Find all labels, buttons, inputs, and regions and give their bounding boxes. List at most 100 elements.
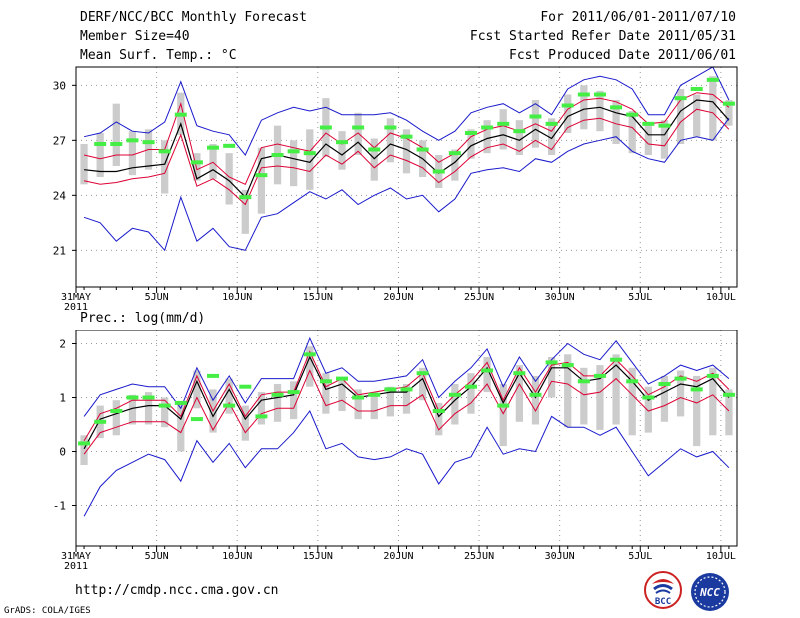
member-range-box bbox=[257, 147, 266, 214]
observation-marker bbox=[690, 387, 703, 392]
x-tick-label: 30JUN bbox=[545, 551, 575, 562]
series-line-ensemble-mean bbox=[83, 355, 730, 450]
observation-marker bbox=[223, 403, 236, 408]
member-range-box bbox=[112, 400, 120, 436]
observation-marker bbox=[448, 392, 461, 397]
observation-marker bbox=[400, 134, 413, 139]
observation-marker bbox=[658, 382, 671, 386]
observation-marker bbox=[593, 373, 606, 378]
x-tick-label: 10JUL bbox=[706, 292, 736, 303]
observation-marker bbox=[529, 392, 542, 397]
member-range-box bbox=[547, 357, 556, 398]
y-tick-label: 1 bbox=[59, 392, 66, 405]
observation-marker bbox=[158, 403, 171, 408]
member-range-box bbox=[596, 90, 604, 132]
member-range-box bbox=[693, 375, 701, 447]
observation-marker bbox=[432, 409, 445, 413]
member-range-box bbox=[435, 402, 443, 436]
member-range-box bbox=[128, 394, 137, 425]
member-range-box bbox=[128, 131, 137, 176]
member-range-box bbox=[644, 386, 652, 433]
observation-marker bbox=[690, 87, 703, 91]
member-range-box bbox=[338, 378, 346, 411]
member-range-box bbox=[177, 402, 185, 452]
y-tick-label: 30 bbox=[53, 79, 66, 92]
x-tick-label: 25JUN bbox=[464, 292, 494, 303]
observation-marker bbox=[287, 149, 300, 154]
observation-marker bbox=[174, 400, 187, 405]
x-tick-label: 10JUN bbox=[222, 292, 252, 303]
x-tick-label: 30JUN bbox=[545, 292, 575, 303]
observation-marker bbox=[384, 125, 397, 130]
member-range-box bbox=[515, 365, 523, 422]
x-tick-label: 15JUN bbox=[303, 292, 333, 303]
y-tick-label: 27 bbox=[53, 134, 66, 147]
x-tick-label: 5JUL bbox=[628, 292, 652, 303]
member-range-box bbox=[225, 153, 233, 205]
observation-marker bbox=[464, 384, 477, 389]
observation-marker bbox=[142, 140, 155, 145]
observation-marker bbox=[271, 153, 284, 157]
observation-marker bbox=[658, 123, 671, 128]
observation-marker bbox=[94, 419, 107, 424]
member-range-box bbox=[467, 373, 475, 414]
observation-marker bbox=[577, 92, 590, 97]
observation-marker bbox=[593, 92, 606, 97]
observation-marker bbox=[319, 379, 332, 384]
member-range-box bbox=[483, 120, 491, 154]
member-range-box bbox=[564, 94, 572, 133]
observation-marker bbox=[271, 392, 284, 397]
series-line-spread-upper bbox=[83, 350, 730, 441]
member-range-box bbox=[564, 354, 572, 428]
observation-marker bbox=[432, 169, 445, 174]
member-range-box bbox=[144, 392, 153, 425]
observation-marker bbox=[207, 145, 220, 150]
series-line-max bbox=[83, 66, 730, 156]
observation-marker bbox=[400, 387, 413, 392]
forecast-produced-date: Fcst Produced Date 2011/06/01 bbox=[509, 48, 736, 63]
observation-marker bbox=[303, 352, 316, 357]
x-tick-label: 20JUN bbox=[383, 292, 413, 303]
member-range-box bbox=[725, 389, 733, 436]
member-range-box bbox=[386, 118, 395, 163]
observation-marker bbox=[481, 125, 494, 130]
y-tick-label: 2 bbox=[59, 338, 66, 351]
x-tick-label: 31MAY bbox=[61, 292, 91, 303]
member-range-box bbox=[161, 140, 169, 194]
member-range-box bbox=[209, 144, 217, 179]
observation-marker bbox=[239, 384, 252, 389]
member-range-box bbox=[515, 120, 523, 155]
member-range-box bbox=[241, 189, 249, 234]
bcc-logo: BCC bbox=[644, 571, 682, 609]
observation-marker bbox=[610, 357, 623, 362]
observation-marker bbox=[626, 112, 639, 117]
member-range-box bbox=[193, 153, 201, 181]
observation-marker bbox=[158, 149, 171, 154]
member-range-box bbox=[660, 120, 669, 159]
observation-marker bbox=[110, 409, 123, 413]
member-range-box bbox=[531, 375, 540, 425]
variable-temp-label: Mean Surf. Temp.: °C bbox=[80, 48, 237, 63]
member-range-box bbox=[370, 138, 378, 181]
member-range-box bbox=[418, 367, 427, 401]
member-range-box bbox=[596, 365, 604, 430]
member-range-box bbox=[402, 129, 411, 174]
x-tick-label: 10JUN bbox=[222, 551, 252, 562]
observation-marker bbox=[239, 195, 252, 200]
member-range-box bbox=[161, 397, 169, 428]
member-range-box bbox=[370, 392, 378, 420]
x-tick-year-label: 2011 bbox=[64, 302, 88, 313]
observation-marker bbox=[78, 441, 91, 446]
bcc-logo-text: BCC bbox=[655, 597, 671, 607]
observation-marker bbox=[513, 371, 526, 376]
source-url[interactable]: http://cmdp.ncc.cma.gov.cn bbox=[75, 583, 279, 598]
member-range-box bbox=[628, 367, 636, 436]
member-range-box bbox=[499, 109, 507, 150]
observation-marker bbox=[368, 147, 381, 152]
member-range-box bbox=[354, 389, 362, 420]
member-range-box bbox=[644, 125, 652, 155]
forecast-started-date: Fcst Started Refer Date 2011/05/31 bbox=[469, 29, 736, 44]
observation-marker bbox=[674, 96, 687, 101]
member-range-box bbox=[709, 76, 717, 141]
observation-marker bbox=[481, 368, 494, 373]
